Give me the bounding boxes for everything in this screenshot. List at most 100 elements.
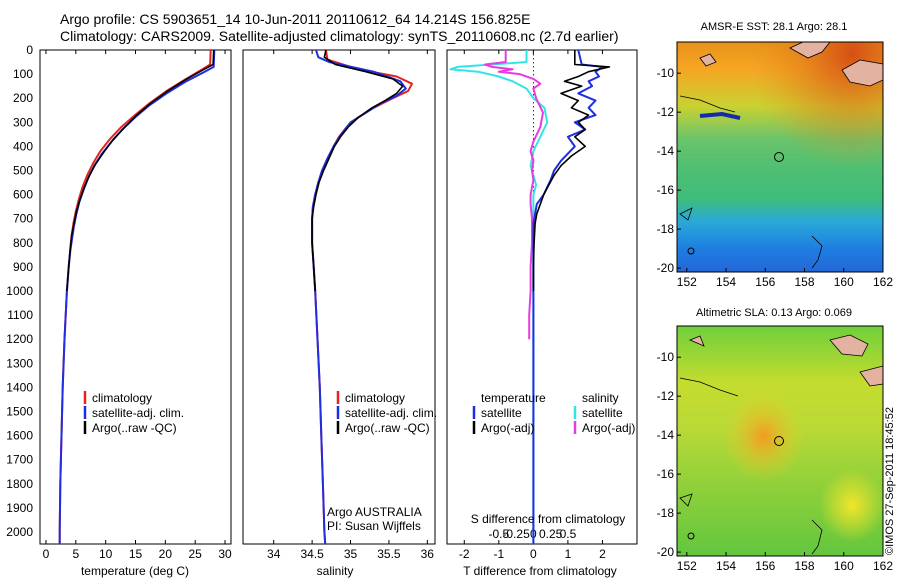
map-y-tick-label: -20	[657, 545, 675, 559]
contour-line	[679, 95, 736, 113]
depth-tick-label: 900	[13, 260, 33, 274]
difference-xlabel: T difference from climatology	[463, 564, 617, 578]
sla-map-frame	[676, 325, 884, 557]
legend-label-climatology: climatology	[345, 391, 405, 405]
depth-tick-label: 300	[13, 115, 33, 129]
legend-heading-temperature: temperature	[481, 391, 546, 405]
contour-line	[679, 377, 739, 397]
depth-tick-label: 700	[13, 212, 33, 226]
x-tick-label: 2	[599, 547, 606, 561]
depth-axis: 0 100 200 300 400 500 600 700 800 900 1000 1100 1200…	[6, 43, 637, 539]
sla-map-title: Altimetric SLA: 0.13 Argo: 0.069	[696, 307, 852, 319]
depth-tick-label: 500	[13, 163, 33, 177]
x-tick-label: -1	[493, 547, 504, 561]
top-tick-label: 0.5	[560, 527, 577, 541]
legend-heading-salinity: salinity	[582, 391, 619, 405]
x-tick-label: 36	[421, 547, 435, 561]
map-y-tick-label: -18	[657, 222, 675, 236]
difference-axes-box	[446, 49, 638, 545]
legend-label-t-argo: Argo(-adj)	[481, 421, 534, 435]
x-tick-label: 10	[99, 547, 113, 561]
series-satellite-adj-clim-	[311, 50, 407, 544]
top-tick-label: -0.25	[502, 527, 530, 541]
series-argo-raw-qc-	[311, 50, 404, 292]
map-y-tick-label: -10	[657, 66, 675, 80]
map-x-tick-label: 162	[873, 275, 893, 289]
map-x-tick-label: 162	[873, 559, 893, 573]
depth-tick-label: 400	[13, 139, 33, 153]
map-y-tick-label: -14	[657, 144, 675, 158]
temperature-series	[58, 50, 216, 544]
land-patch	[829, 334, 869, 357]
salinity-series	[311, 50, 413, 544]
salinity-xlabel: salinity	[317, 564, 354, 578]
map-y-tick-label: -12	[657, 105, 675, 119]
legend-label-t-satellite: satellite	[481, 406, 522, 420]
sst-map-ticks: 152 154 156 158 160 162 -10 -12 -14 -16 -18 -20	[657, 66, 894, 289]
map-y-tick-label: -20	[657, 261, 675, 275]
series-salinity-argo-adj-	[484, 50, 544, 340]
x-tick-label: 34.5	[300, 547, 324, 561]
map-x-tick-label: 160	[834, 559, 854, 573]
depth-tick-label: 1800	[6, 477, 33, 491]
map-x-tick-label: 154	[716, 275, 736, 289]
sst-map-frame	[676, 41, 884, 273]
legend-label-satellite: satellite-adj. clim.	[92, 406, 184, 420]
map-y-tick-label: -12	[657, 389, 675, 403]
cold-streak	[699, 111, 741, 120]
x-tick-label: -2	[459, 547, 470, 561]
depth-tick-label: 1500	[6, 404, 33, 418]
difference-series	[449, 50, 611, 544]
depth-tick-label: 1100	[7, 308, 33, 322]
salinity-panel: 34 34.5 35 35.5 36 salinity climatology sate…	[242, 49, 437, 578]
series-argo-raw-qc-	[66, 50, 215, 292]
x-tick-label: 35.5	[377, 547, 401, 561]
difference-top-label: S difference from climatology	[471, 512, 626, 526]
x-tick-label: 0	[530, 547, 537, 561]
map-y-tick-label: -16	[657, 467, 675, 481]
argo-position-marker	[774, 152, 784, 162]
difference-panel: -2 -1 0 1 2-0.5-0.25 0 0.250.5 T difference fr…	[446, 49, 638, 578]
top-tick-label: -0.5	[488, 527, 509, 541]
depth-tick-label: 600	[13, 188, 33, 202]
sst-map-panel: AMSR-E SST: 28.1 Argo: 28.1 152 154 156 158…	[657, 21, 894, 289]
sla-map-ticks: 152 154 156 158 160 162 -10 -12 -14 -16 -18 -20	[657, 350, 894, 573]
figure-title-line2: Climatology: CARS2009. Satellite-adjuste…	[60, 28, 618, 44]
x-tick-label: 5	[72, 547, 79, 561]
x-tick-label: 1	[565, 547, 572, 561]
map-y-tick-label: -10	[657, 350, 675, 364]
depth-tick-label: 1600	[6, 429, 33, 443]
salinity-legend: climatology satellite-adj. clim. Argo(..…	[336, 391, 437, 435]
depth-tick-label: 1400	[6, 380, 33, 394]
depth-tick-label: 1900	[6, 501, 33, 515]
depth-tick-label: 0	[26, 43, 33, 57]
series-temperature-satellite	[532, 50, 604, 544]
depth-tick-label: 2000	[6, 525, 33, 539]
map-x-tick-label: 156	[755, 275, 775, 289]
x-tick-label: 35	[344, 547, 358, 561]
sst-map-title: AMSR-E SST: 28.1 Argo: 28.1	[701, 21, 848, 33]
salinity-x-ticks: 34 34.5 35 35.5 36	[267, 50, 434, 561]
x-tick-label: 15	[129, 547, 143, 561]
legend-label-argo: Argo(..raw -QC)	[345, 421, 430, 435]
credit-line2: PI: Susan Wijffels	[327, 519, 421, 533]
temperature-xlabel: temperature (deg C)	[81, 564, 189, 578]
map-x-tick-label: 152	[677, 559, 697, 573]
temperature-panel: 0 5 10 15 20 25 30 temperature (deg C) climato…	[39, 49, 232, 578]
figure-title-line1: Argo profile: CS 5903651_14 10-Jun-2011 …	[60, 11, 530, 27]
legend-label-satellite: satellite-adj. clim.	[345, 406, 437, 420]
sla-anomaly-high	[677, 326, 883, 556]
legend-label-argo: Argo(..raw -QC)	[92, 421, 177, 435]
credit-line1: Argo AUSTRALIA	[327, 505, 422, 519]
depth-tick-label: 1700	[6, 453, 33, 467]
argo-position-marker	[774, 436, 784, 446]
x-tick-label: 0	[43, 547, 50, 561]
x-tick-label: 20	[159, 547, 173, 561]
map-y-tick-label: -14	[657, 428, 675, 442]
legend-label-s-satellite: satellite	[582, 406, 623, 420]
temperature-axes-box	[39, 49, 232, 545]
sla-map-panel: Altimetric SLA: 0.13 Argo: 0.069 152 154 1…	[657, 307, 894, 573]
map-x-tick-label: 156	[755, 559, 775, 573]
temperature-x-ticks: 0 5 10 15 20 25 30	[43, 50, 232, 561]
